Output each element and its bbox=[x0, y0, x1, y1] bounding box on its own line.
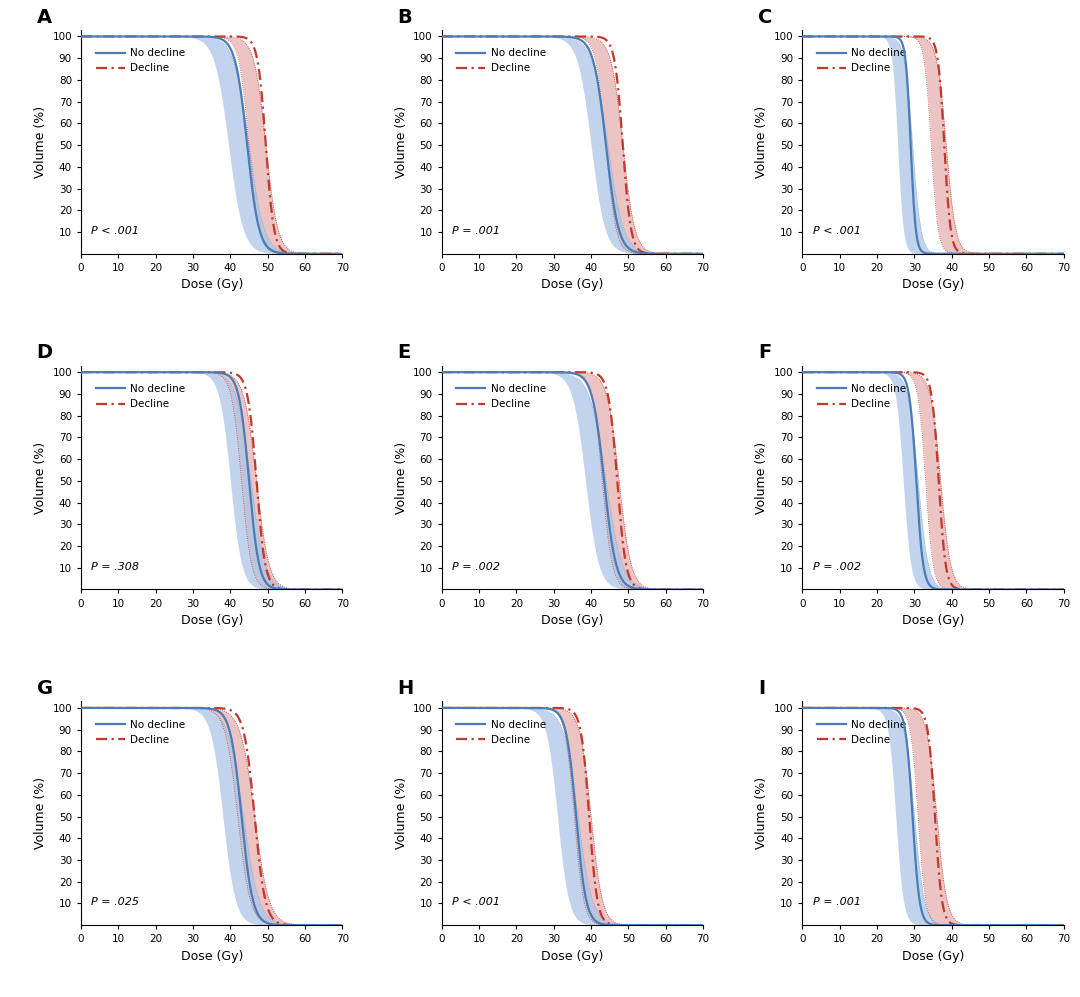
Text: P < .001: P < .001 bbox=[813, 226, 861, 236]
Text: C: C bbox=[758, 8, 772, 27]
Text: D: D bbox=[37, 343, 53, 362]
Legend: No decline, Decline: No decline, Decline bbox=[92, 44, 189, 78]
Text: G: G bbox=[37, 679, 53, 698]
Text: P < .001: P < .001 bbox=[453, 897, 500, 907]
X-axis label: Dose (Gy): Dose (Gy) bbox=[180, 278, 243, 291]
Y-axis label: Volume (%): Volume (%) bbox=[33, 442, 46, 513]
X-axis label: Dose (Gy): Dose (Gy) bbox=[180, 614, 243, 627]
X-axis label: Dose (Gy): Dose (Gy) bbox=[541, 278, 604, 291]
Y-axis label: Volume (%): Volume (%) bbox=[394, 778, 407, 849]
Legend: No decline, Decline: No decline, Decline bbox=[813, 44, 910, 78]
Text: P < .001: P < .001 bbox=[92, 226, 139, 236]
Text: I: I bbox=[758, 679, 765, 698]
Text: B: B bbox=[397, 8, 413, 27]
X-axis label: Dose (Gy): Dose (Gy) bbox=[902, 278, 964, 291]
Y-axis label: Volume (%): Volume (%) bbox=[33, 778, 46, 849]
Y-axis label: Volume (%): Volume (%) bbox=[755, 106, 768, 177]
X-axis label: Dose (Gy): Dose (Gy) bbox=[541, 614, 604, 627]
Legend: No decline, Decline: No decline, Decline bbox=[92, 716, 189, 749]
Text: P = .308: P = .308 bbox=[92, 561, 139, 571]
Text: E: E bbox=[397, 343, 410, 362]
Legend: No decline, Decline: No decline, Decline bbox=[453, 44, 550, 78]
Text: P = .002: P = .002 bbox=[453, 561, 500, 571]
Y-axis label: Volume (%): Volume (%) bbox=[755, 442, 768, 513]
Legend: No decline, Decline: No decline, Decline bbox=[92, 380, 189, 414]
X-axis label: Dose (Gy): Dose (Gy) bbox=[541, 950, 604, 963]
Legend: No decline, Decline: No decline, Decline bbox=[453, 716, 550, 749]
Text: P = .025: P = .025 bbox=[92, 897, 139, 907]
Text: H: H bbox=[397, 679, 414, 698]
Y-axis label: Volume (%): Volume (%) bbox=[33, 106, 46, 177]
Text: P = .002: P = .002 bbox=[813, 561, 861, 571]
X-axis label: Dose (Gy): Dose (Gy) bbox=[180, 950, 243, 963]
Y-axis label: Volume (%): Volume (%) bbox=[394, 106, 407, 177]
Legend: No decline, Decline: No decline, Decline bbox=[813, 380, 910, 414]
Text: P = .001: P = .001 bbox=[453, 226, 500, 236]
Text: A: A bbox=[37, 8, 52, 27]
Text: F: F bbox=[758, 343, 771, 362]
Legend: No decline, Decline: No decline, Decline bbox=[813, 716, 910, 749]
Y-axis label: Volume (%): Volume (%) bbox=[394, 442, 407, 513]
Legend: No decline, Decline: No decline, Decline bbox=[453, 380, 550, 414]
X-axis label: Dose (Gy): Dose (Gy) bbox=[902, 614, 964, 627]
Y-axis label: Volume (%): Volume (%) bbox=[755, 778, 768, 849]
Text: P = .001: P = .001 bbox=[813, 897, 861, 907]
X-axis label: Dose (Gy): Dose (Gy) bbox=[902, 950, 964, 963]
